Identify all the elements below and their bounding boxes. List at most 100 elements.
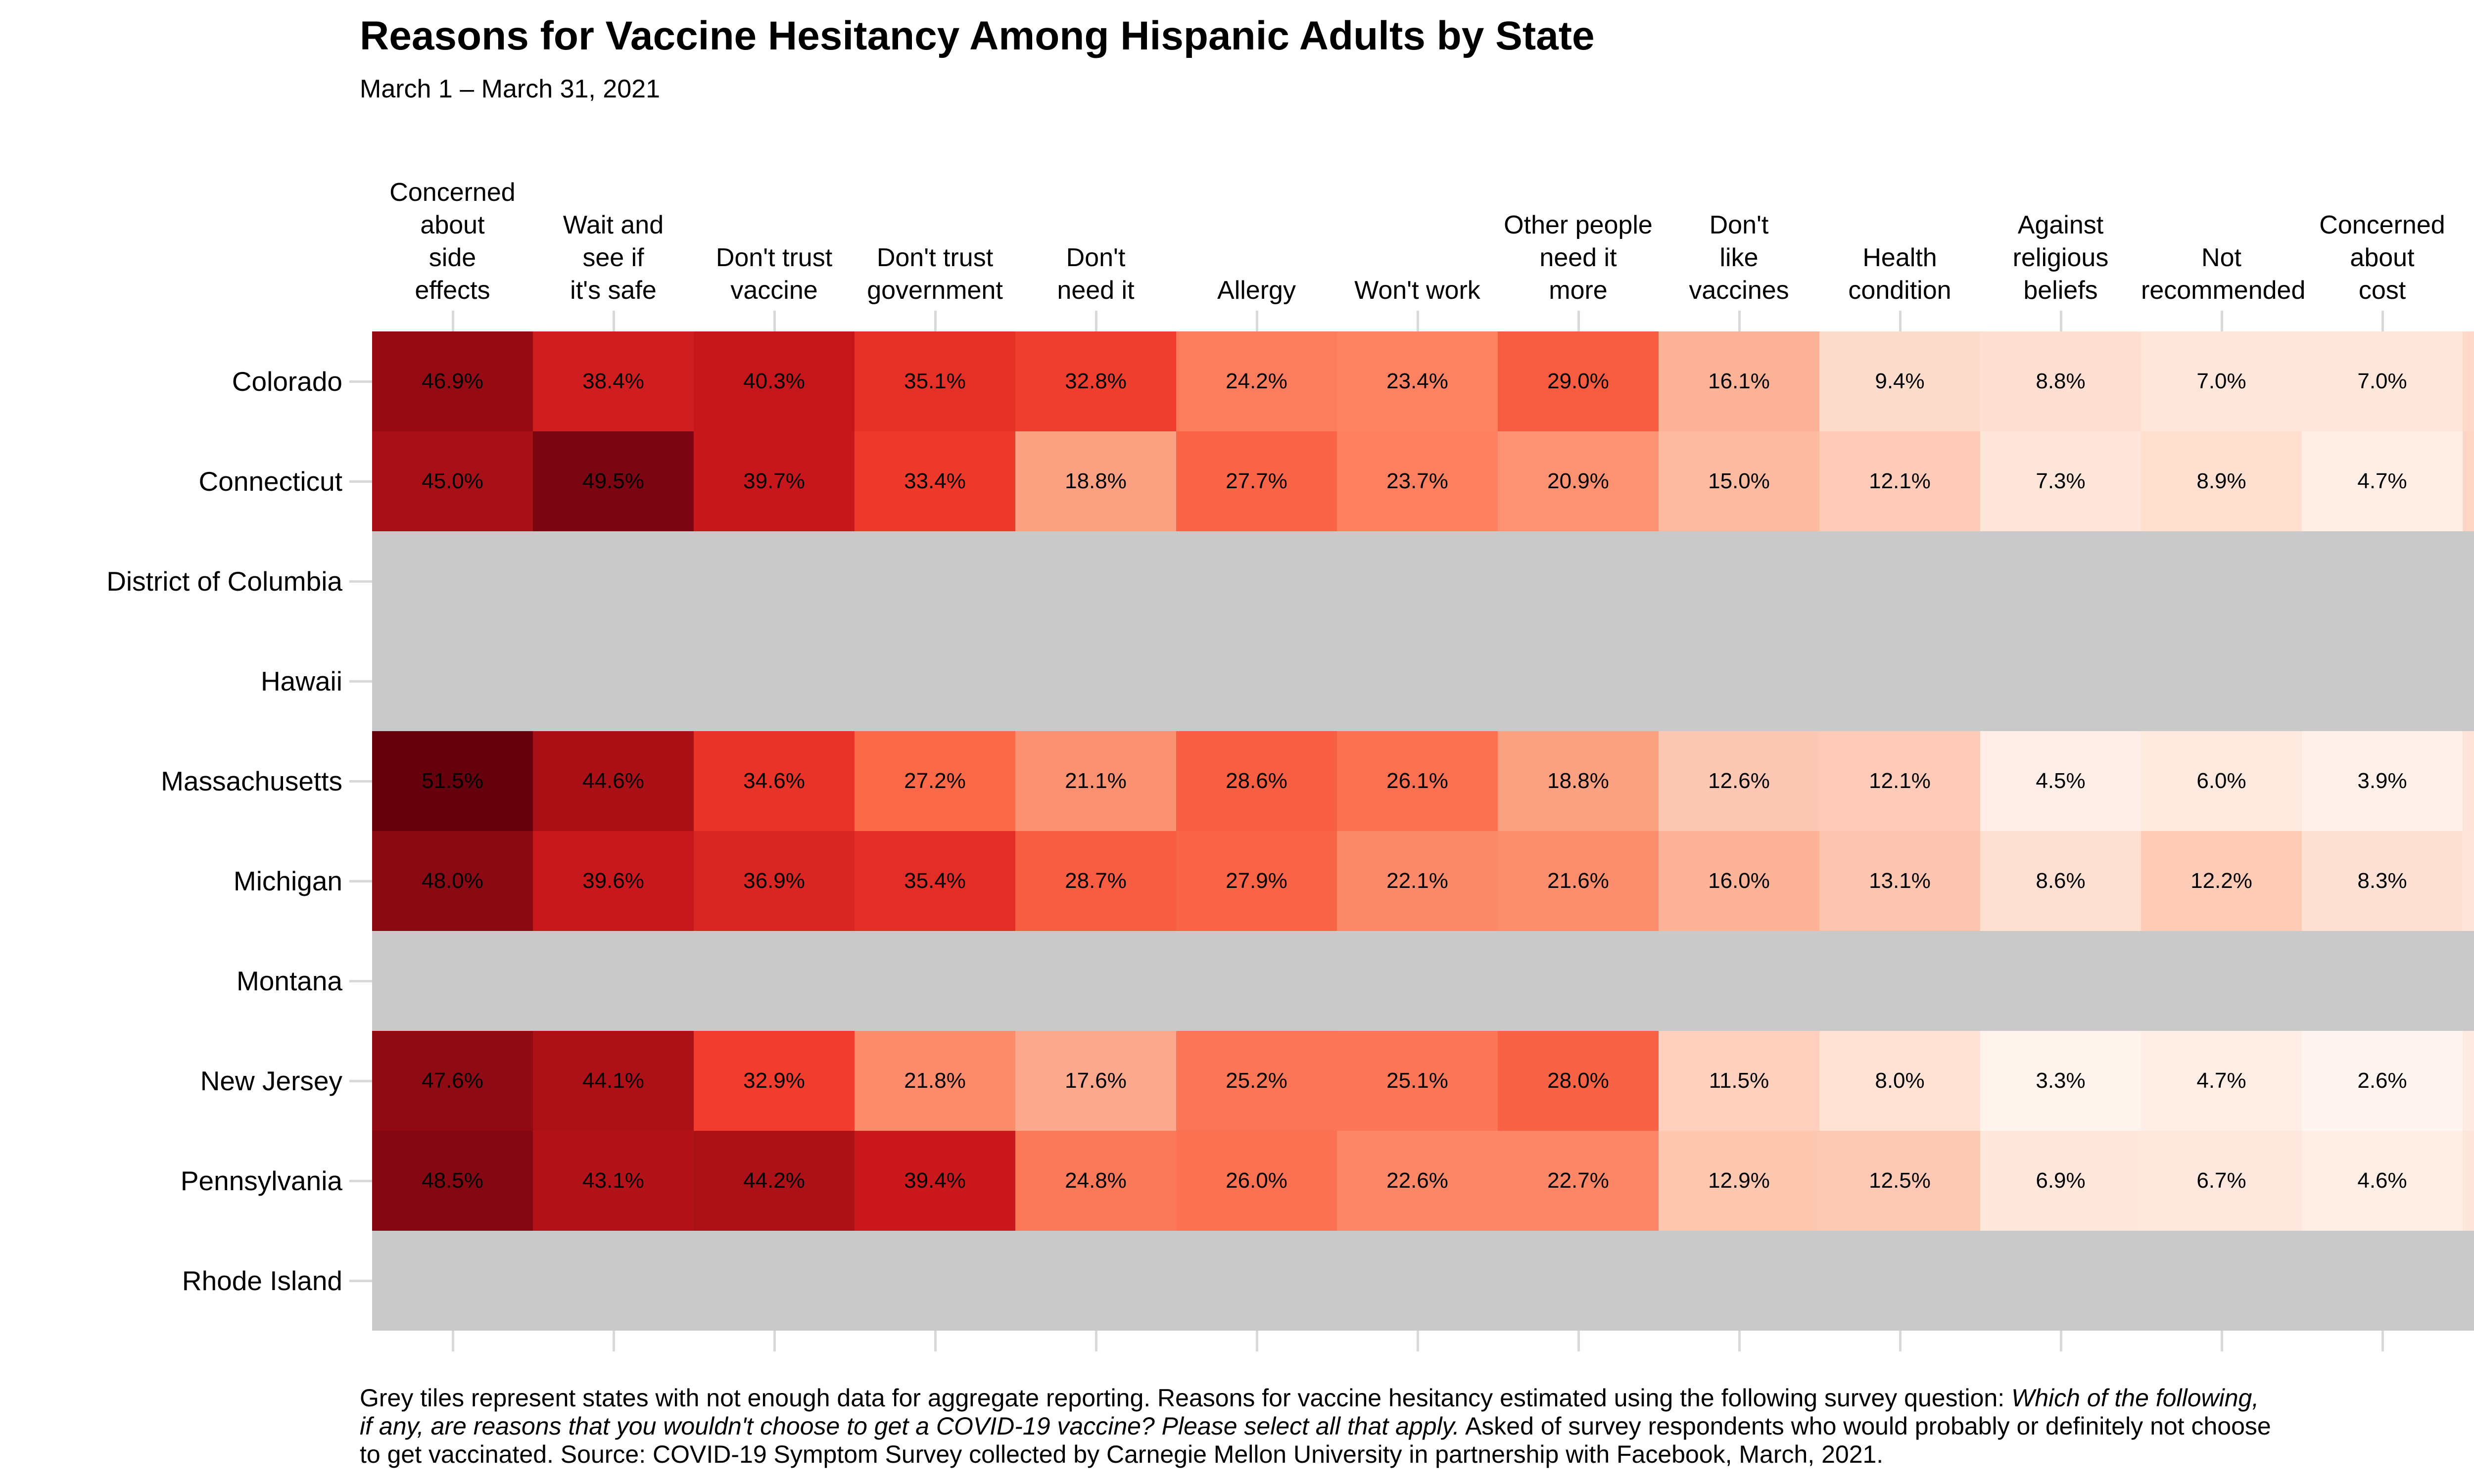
heatmap-cell: 12.1%	[1819, 731, 1980, 831]
footnote-text: to get vaccinated. Source: COVID-19 Symp…	[360, 1440, 1884, 1468]
axis-tick-top	[1738, 311, 1741, 331]
axis-tick-bottom	[773, 1331, 776, 1351]
heatmap-cell: 4.7%	[2302, 431, 2463, 531]
heatmap-grid: 46.9% 38.4% 40.3% 35.1% 32.8% 24.2% 23.4% 29.0%…	[372, 331, 2474, 1331]
axis-tick-bottom	[2381, 1331, 2384, 1351]
column-header: Concerned about side effects	[389, 178, 516, 305]
heatmap-cell: 12.6%	[1659, 731, 1819, 831]
heatmap-cell: 48.0%	[372, 831, 533, 931]
heatmap-cell: 3.9%	[2302, 731, 2463, 831]
chart-title: Reasons for Vaccine Hesitancy Among Hisp…	[360, 13, 1595, 58]
heatmap-cell: 7.0%	[2141, 331, 2302, 431]
heatmap-cell: 44.6%	[533, 731, 694, 831]
heatmap-cell: 6.0%	[2141, 731, 2302, 831]
axis-tick-left	[349, 1280, 372, 1282]
heatmap-cell: 22.1%	[1337, 831, 1498, 931]
heatmap-cell: 16.1%	[1659, 331, 1819, 431]
heatmap-cell: 44.1%	[533, 1031, 694, 1131]
axis-tick-top	[612, 311, 615, 331]
axis-tick-bottom	[1899, 1331, 1902, 1351]
heatmap-cell: 10.5%	[2463, 431, 2474, 531]
heatmap-cell: 39.6%	[533, 831, 694, 931]
axis-tick-left	[349, 1080, 372, 1082]
heatmap-cell: 44.2%	[694, 1131, 855, 1231]
heatmap-cell: 28.7%	[1015, 831, 1176, 931]
row-label: Michigan	[233, 866, 342, 896]
axis-tick-left	[349, 480, 372, 483]
column-header: Don't trust vaccine	[715, 243, 833, 305]
heatmap-cell: 8.6%	[1980, 831, 2141, 931]
heatmap-cell: 48.5%	[372, 1131, 533, 1231]
heatmap-cell: 7.3%	[1980, 431, 2141, 531]
heatmap-cell: 4.5%	[1980, 731, 2141, 831]
column-headers: Concerned about side effects Wait and see…	[372, 148, 2474, 307]
row-label: Colorado	[232, 366, 342, 397]
footnote-survey-question: Which of the following,	[2011, 1384, 2259, 1412]
heatmap-cell: 32.9%	[694, 1031, 855, 1131]
axis-tick-top	[1577, 311, 1580, 331]
heatmap-cell: 20.9%	[1498, 431, 1659, 531]
heatmap-cell: 32.8%	[1015, 331, 1176, 431]
heatmap-cell: 24.8%	[1015, 1131, 1176, 1231]
missing-data-row	[372, 631, 2474, 731]
axis-tick-top	[1255, 311, 1258, 331]
axis-tick-top	[1416, 311, 1419, 331]
heatmap-cell: 22.6%	[1337, 1131, 1498, 1231]
footnote-text: Grey tiles represent states with not eno…	[360, 1384, 2011, 1412]
axis-tick-top	[934, 311, 937, 331]
axis-tick-top	[2381, 311, 2384, 331]
column-header: Not recommended	[2141, 243, 2306, 305]
axis-tick-bottom	[1577, 1331, 1580, 1351]
heatmap-cell: 13.1%	[1819, 831, 1980, 931]
axis-tick-left	[349, 880, 372, 882]
heatmap-cell: 35.4%	[855, 831, 1015, 931]
column-header: Concerned about cost	[2319, 211, 2445, 305]
heatmap-cell: 18.8%	[1015, 431, 1176, 531]
footnote-text: Asked of survey respondents who would pr…	[1459, 1412, 2271, 1440]
heatmap-cell: 7.2%	[2463, 831, 2474, 931]
heatmap-cell: 4.7%	[2141, 1031, 2302, 1131]
row-label: Pennsylvania	[180, 1165, 342, 1196]
heatmap-cell: 10.0%	[2463, 331, 2474, 431]
column-header: Don't trust government	[867, 243, 1003, 305]
heatmap-cell: 21.8%	[855, 1031, 1015, 1131]
heatmap-cell: 12.9%	[1659, 1131, 1819, 1231]
heatmap-cell: 6.7%	[2141, 1131, 2302, 1231]
axis-tick-bottom	[451, 1331, 454, 1351]
heatmap-cell: 8.8%	[1980, 331, 2141, 431]
column-header: Wait and see if it's safe	[563, 211, 664, 305]
column-header: Health condition	[1848, 243, 1951, 305]
axis-tick-left	[349, 1180, 372, 1182]
column-header: Against religious beliefs	[2012, 211, 2109, 305]
column-header: Allergy	[1217, 276, 1296, 305]
heatmap-cell: 8.3%	[2302, 831, 2463, 931]
heatmap-cell: 39.4%	[855, 1131, 1015, 1231]
axis-tick-bottom	[1416, 1331, 1419, 1351]
heatmap-cell: 35.1%	[855, 331, 1015, 431]
column-header: Won't work	[1354, 276, 1480, 305]
heatmap-cell: 27.2%	[855, 731, 1015, 831]
column-header: Other people need it more	[1504, 211, 1653, 305]
heatmap-cell: 26.1%	[1337, 731, 1498, 831]
axis-tick-bottom	[612, 1331, 615, 1351]
heatmap-cell: 4.6%	[2302, 1131, 2463, 1231]
heatmap-cell: 12.1%	[1819, 431, 1980, 531]
heatmap-cell: 7.8%	[2463, 731, 2474, 831]
heatmap-cell: 21.6%	[1498, 831, 1659, 931]
axis-tick-bottom	[1738, 1331, 1741, 1351]
heatmap-cell: 23.7%	[1337, 431, 1498, 531]
axis-tick-bottom	[2059, 1331, 2062, 1351]
heatmap-cell: 33.4%	[855, 431, 1015, 531]
heatmap-cell: 17.6%	[1015, 1031, 1176, 1131]
heatmap-cell: 8.9%	[2141, 431, 2302, 531]
footnote: Grey tiles represent states with not eno…	[360, 1384, 2474, 1469]
axis-tick-bottom	[2220, 1331, 2223, 1351]
heatmap-cell: 47.6%	[372, 1031, 533, 1131]
axis-tick-left	[349, 580, 372, 583]
axis-tick-left	[349, 780, 372, 783]
axis-tick-bottom	[1094, 1331, 1097, 1351]
missing-data-row	[372, 531, 2474, 631]
heatmap-cell: 36.9%	[694, 831, 855, 931]
row-label: New Jersey	[200, 1066, 342, 1096]
